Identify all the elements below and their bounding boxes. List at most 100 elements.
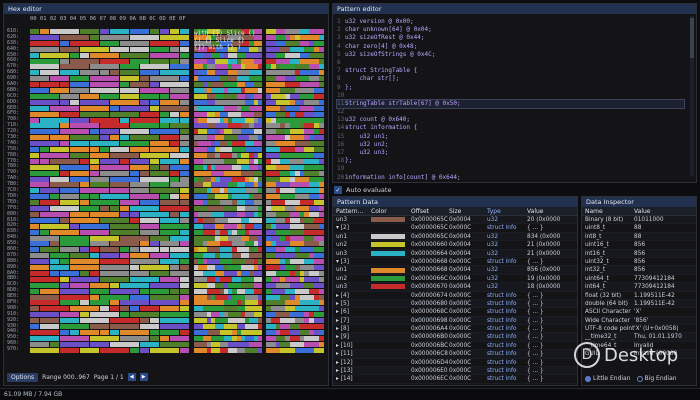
hex-byte-cell[interactable] [90, 211, 119, 217]
hex-byte-cell[interactable] [304, 135, 310, 141]
hex-byte-cell[interactable] [194, 341, 207, 347]
hex-byte-cell[interactable] [198, 211, 211, 217]
hex-byte-cell[interactable] [30, 200, 39, 206]
hex-byte-cell[interactable] [290, 129, 305, 135]
hex-byte-cell[interactable] [50, 176, 69, 182]
hex-byte-cell[interactable] [253, 312, 262, 318]
hex-byte-cell[interactable] [236, 82, 241, 88]
inspector-row[interactable]: __time32_t Thu, 01.01.1970 [582, 333, 696, 342]
pattern-data-row[interactable]: ▸ [14] 0x000006EC 0x000C struct info{ ... } [333, 375, 577, 384]
hex-byte-cell[interactable] [240, 341, 250, 347]
hex-byte-cell[interactable] [275, 247, 286, 253]
hex-byte-cell[interactable] [202, 259, 207, 265]
hex-byte-cell[interactable] [290, 111, 295, 117]
hex-byte-cell[interactable] [275, 324, 281, 329]
hex-byte-cell[interactable] [290, 123, 300, 129]
hex-byte-cell[interactable] [70, 211, 89, 217]
hex-byte-cell[interactable] [266, 194, 281, 200]
hex-byte-cell[interactable] [110, 105, 119, 111]
hex-byte-cell[interactable] [290, 176, 295, 182]
col-value[interactable]: Value [634, 208, 651, 215]
hex-byte-cell[interactable] [30, 206, 49, 211]
hex-byte-cell[interactable] [160, 324, 189, 329]
hex-byte-cell[interactable] [299, 324, 314, 329]
hex-byte-cell[interactable] [120, 70, 139, 76]
hex-byte-cell[interactable] [120, 329, 149, 335]
hex-byte-cell[interactable] [60, 318, 79, 324]
hex-byte-cell[interactable] [130, 253, 149, 259]
hex-byte-cell[interactable] [194, 312, 207, 318]
hex-byte-cell[interactable] [30, 64, 59, 70]
hex-byte-cell[interactable] [236, 335, 241, 341]
hex-byte-cell[interactable] [80, 52, 89, 58]
hex-byte-cell[interactable] [232, 294, 245, 300]
hex-byte-cell[interactable] [180, 300, 189, 306]
hex-byte-cell[interactable] [318, 70, 324, 76]
hex-byte-cell[interactable] [170, 141, 179, 147]
hex-byte-cell[interactable] [90, 88, 119, 93]
hex-byte-cell[interactable] [266, 329, 276, 335]
hex-byte-cell[interactable] [266, 253, 276, 259]
hex-byte-cell[interactable] [275, 241, 290, 247]
hex-byte-cell[interactable] [228, 294, 233, 300]
prev-page-icon[interactable]: ◀ [127, 373, 136, 381]
hex-byte-cell[interactable] [110, 147, 129, 152]
hex-byte-cell[interactable] [219, 147, 233, 152]
hex-byte-cell[interactable] [215, 229, 220, 235]
hex-byte-cell[interactable] [80, 312, 89, 318]
hex-byte-cell[interactable] [110, 223, 139, 229]
hex-byte-cell[interactable] [120, 105, 149, 111]
hex-byte-cell[interactable] [100, 329, 109, 335]
hex-byte-cell[interactable] [90, 158, 99, 164]
hex-byte-cell[interactable] [228, 117, 233, 123]
hex-byte-cell[interactable] [253, 170, 262, 176]
hex-byte-cell[interactable] [206, 241, 220, 247]
pattern-data-row[interactable]: ▸ [8] 0x000006A4 0x000C struct info{ ... } [333, 325, 577, 334]
hex-byte-cell[interactable] [249, 194, 254, 200]
hex-byte-cell[interactable] [215, 129, 220, 135]
hex-byte-cell[interactable] [236, 270, 241, 276]
hex-byte-cell[interactable] [314, 147, 324, 152]
hex-byte-cell[interactable] [299, 170, 305, 176]
hex-byte-cell[interactable] [70, 329, 79, 335]
hex-byte-cell[interactable] [60, 46, 79, 52]
hex-byte-cell[interactable] [318, 99, 324, 105]
hex-byte-cell[interactable] [194, 217, 199, 223]
hex-byte-cell[interactable] [245, 176, 250, 182]
hex-byte-cell[interactable] [309, 29, 324, 34]
hex-byte-cell[interactable] [206, 200, 220, 206]
hex-byte-cell[interactable] [194, 70, 199, 76]
hex-byte-cell[interactable] [215, 253, 220, 259]
hex-byte-cell[interactable] [120, 82, 129, 88]
hex-byte-cell[interactable] [253, 282, 262, 288]
col-color[interactable]: Color [371, 207, 387, 215]
hex-byte-cell[interactable] [194, 52, 203, 58]
hex-byte-cell[interactable] [211, 52, 220, 58]
hex-byte-cell[interactable] [219, 329, 233, 335]
hex-byte-cell[interactable] [236, 300, 241, 306]
hex-byte-cell[interactable] [215, 194, 228, 200]
hex-byte-cell[interactable] [60, 282, 69, 288]
hex-byte-cell[interactable] [294, 70, 300, 76]
hex-byte-cell[interactable] [304, 229, 310, 235]
hex-byte-cell[interactable] [236, 158, 250, 164]
hex-byte-cell[interactable] [240, 347, 245, 353]
hex-byte-cell[interactable] [194, 40, 199, 46]
hex-byte-cell[interactable] [228, 341, 241, 347]
hex-byte-cell[interactable] [160, 164, 169, 170]
hex-byte-cell[interactable] [245, 324, 258, 329]
hex-byte-cell[interactable] [232, 99, 245, 105]
hex-byte-cell[interactable] [275, 82, 286, 88]
hex-byte-cell[interactable] [160, 135, 179, 141]
hex-byte-cell[interactable] [228, 318, 241, 324]
hex-byte-cell[interactable] [223, 105, 237, 111]
hex-byte-cell[interactable] [275, 270, 290, 276]
hex-byte-cell[interactable] [219, 235, 228, 241]
hex-byte-cell[interactable] [100, 259, 129, 265]
inspector-row[interactable]: uint8_t 88 [582, 224, 696, 233]
hex-byte-cell[interactable] [130, 347, 139, 353]
hex-byte-cell[interactable] [30, 58, 59, 64]
hex-byte-cell[interactable] [280, 88, 295, 93]
hex-byte-cell[interactable] [219, 200, 233, 206]
hex-byte-cell[interactable] [170, 170, 179, 176]
